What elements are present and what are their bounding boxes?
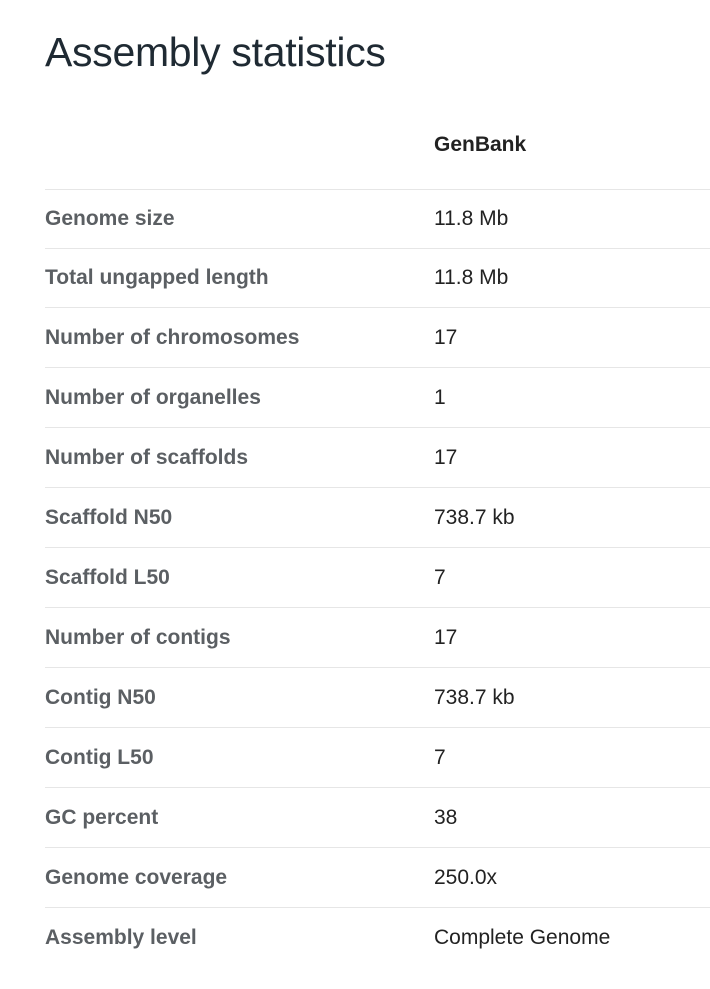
row-label: Number of scaffolds [45,445,249,469]
row-label: Contig N50 [45,685,156,709]
row-value: 17 [434,625,458,649]
table-row-scaffold-l50: Scaffold L50 7 [45,548,710,608]
row-label: GC percent [45,805,159,829]
row-value: 1 [434,385,446,409]
table-row-number-of-scaffolds: Number of scaffolds 17 [45,428,710,488]
table-row-assembly-level: Assembly level Complete Genome [45,908,710,968]
row-value: 11.8 Mb [434,207,509,230]
row-value: 38 [434,805,458,829]
row-label: Number of organelles [45,385,261,409]
row-label: Scaffold N50 [45,505,173,529]
table-row-gc-percent: GC percent 38 [45,788,710,848]
table-row-contig-l50: Contig L50 7 [45,728,710,788]
page-title: Assembly statistics [45,29,386,75]
row-value: 11.8 Mb [434,266,509,289]
table-row-genome-size: Genome size 11.8 Mb [45,190,710,249]
row-label: Number of contigs [45,625,231,649]
assembly-statistics-table: GenBank Genome size 11.8 Mb Total ungapp… [45,117,710,968]
row-value: 738.7 kb [434,505,515,529]
table-header-row: GenBank [45,117,710,190]
row-label: Number of chromosomes [45,325,300,349]
row-label: Contig L50 [45,745,154,769]
column-header-genbank: GenBank [434,133,527,156]
table-row-total-ungapped-length: Total ungapped length 11.8 Mb [45,249,710,308]
row-label: Genome size [45,207,175,230]
row-label: Assembly level [45,926,197,949]
row-label: Total ungapped length [45,266,269,289]
table-row-genome-coverage: Genome coverage 250.0x [45,848,710,908]
row-label: Genome coverage [45,865,228,889]
table-row-number-of-organelles: Number of organelles 1 [45,368,710,428]
row-value: Complete Genome [434,926,611,949]
row-value: 7 [434,565,446,589]
row-value: 738.7 kb [434,685,515,709]
table-row-number-of-chromosomes: Number of chromosomes 17 [45,308,710,368]
table-row-number-of-contigs: Number of contigs 17 [45,608,710,668]
row-value: 17 [434,325,458,349]
table-row-contig-n50: Contig N50 738.7 kb [45,668,710,728]
row-value: 17 [434,445,458,469]
row-value: 250.0x [434,865,498,889]
row-value: 7 [434,745,446,769]
row-label: Scaffold L50 [45,565,170,589]
table-row-scaffold-n50: Scaffold N50 738.7 kb [45,488,710,548]
